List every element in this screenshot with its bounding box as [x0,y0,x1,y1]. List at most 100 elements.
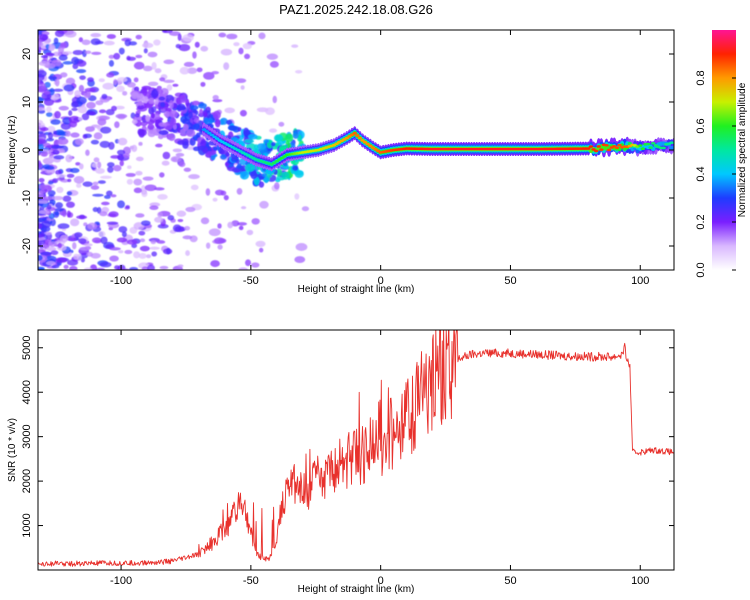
spectrogram-cell [281,171,290,180]
spectrogram-ridge-cell [212,135,217,139]
spectrogram-cell [203,71,215,80]
spectrogram-cell [182,123,189,132]
spectrogram-cell [163,111,171,117]
spectrogram-cell [96,125,101,130]
snr-y-ticks: 1000 2000 3000 4000 5000 [21,336,674,538]
spectrogram-cell [83,92,91,99]
spectrogram-cell [205,188,211,196]
spectrogram-cell [98,230,106,238]
spectrogram-cell [147,51,158,58]
spectrogram-cell [58,54,68,61]
spectrogram-cell [238,225,244,231]
snr-x-tick-label: -50 [243,575,259,587]
spectrogram-cell [79,246,91,251]
spectrogram-cell [151,89,159,99]
spectrogram-cell [157,211,163,218]
spectrogram-cell [65,201,75,208]
spectrogram-cell [106,72,115,78]
spectrogram-cell [41,55,49,59]
spectrogram-cell [41,34,48,41]
spectrogram-ridge-cell [365,142,370,146]
spectrogram-cell [137,104,145,110]
spectrogram-cell [67,178,72,183]
spectrogram-ridge-cell [599,148,604,151]
spectrogram-cell [154,216,164,223]
spectrogram-cell [50,144,63,150]
spectrogram-ridge-cell [360,139,365,142]
spectrogram-cell [218,32,227,38]
spectrogram-cell [41,196,53,201]
spectrogram-cell [71,56,79,65]
spectrogram-cell [236,188,243,195]
spectrogram-y-tick-label: -20 [21,238,33,254]
spectrogram-cell [188,111,193,119]
spectrogram-cell [84,267,93,270]
spectrogram-x-tick-label: -50 [243,275,259,287]
spectrogram-cell [69,120,78,128]
spectrogram-cell [90,264,98,270]
colorbar-tick-label: 0.0 [695,262,707,277]
spectrogram-cell [138,128,146,138]
spectrogram-cell [55,257,68,263]
spectrogram-cell [255,240,266,248]
spectrogram-x-label: Height of straight line (km) [298,284,415,295]
spectrogram-cell [46,261,56,266]
spectrogram-cell [166,84,173,91]
snr-y-tick-label: 2000 [21,469,33,493]
spectrogram-cell [79,75,86,80]
spectrogram-cell [144,184,157,192]
spectrogram-cell [60,72,68,78]
spectrogram-cell [38,200,49,204]
spectrogram-cell [55,202,64,209]
spectrogram-cell [93,132,103,140]
spectrogram-cell [187,67,198,74]
spectrogram-cell [263,176,269,184]
spectrogram-cell [113,79,118,85]
spectrogram-cell [170,117,177,126]
spectrogram-cell [83,133,92,139]
spectrogram-cell [68,110,73,117]
spectrogram-y-ticks: -20 -10 0 10 20 [21,48,674,254]
spectrogram-cell [62,195,72,202]
colorbar-gradient [712,30,736,270]
spectrogram-cell [212,197,218,202]
spectrogram-cell [141,42,154,49]
spectrogram-cell [212,110,221,120]
spectrogram-cell [121,231,127,238]
spectrogram-cell [118,250,124,254]
spectrogram-cell [147,130,156,138]
spectrogram-cell [38,70,47,78]
spectrogram-cell [102,82,115,90]
spectrogram-cell [223,62,230,70]
spectrogram-cell [177,218,184,223]
spectrogram-cell [292,131,299,139]
spectrogram-cell [70,132,80,138]
spectrogram-cell [248,133,258,140]
spectrogram-cell [138,141,143,146]
spectrogram-cell [53,37,59,45]
spectrogram-cell [212,95,219,100]
spectrogram-cell [47,131,54,140]
spectrogram-ridge-cell [362,140,368,144]
spectrogram-cell [57,223,70,229]
spectrogram-cell [272,95,277,104]
spectrogram-cell [258,247,264,253]
spectrogram-cell [295,243,308,251]
spectrogram-cell [286,142,292,149]
spectrogram-cell [149,246,160,250]
spectrogram-cell [103,40,115,46]
spectrogram-cell [90,252,101,259]
spectrogram-cell [38,161,43,169]
spectrogram-cell [256,143,267,150]
spectrogram-cell [50,119,61,125]
spectrogram-cell [148,97,155,105]
spectrogram-cell [103,194,111,199]
spectrogram-cell [126,239,138,245]
spectrogram-cell [264,107,275,116]
spectrogram-cell [86,101,96,109]
spectrogram-cell [40,127,49,132]
spectrogram-ridge-cell [201,128,207,131]
spectrogram-cell [227,221,234,229]
spectrogram-cell [72,242,77,250]
spectrogram-cell [54,129,65,136]
